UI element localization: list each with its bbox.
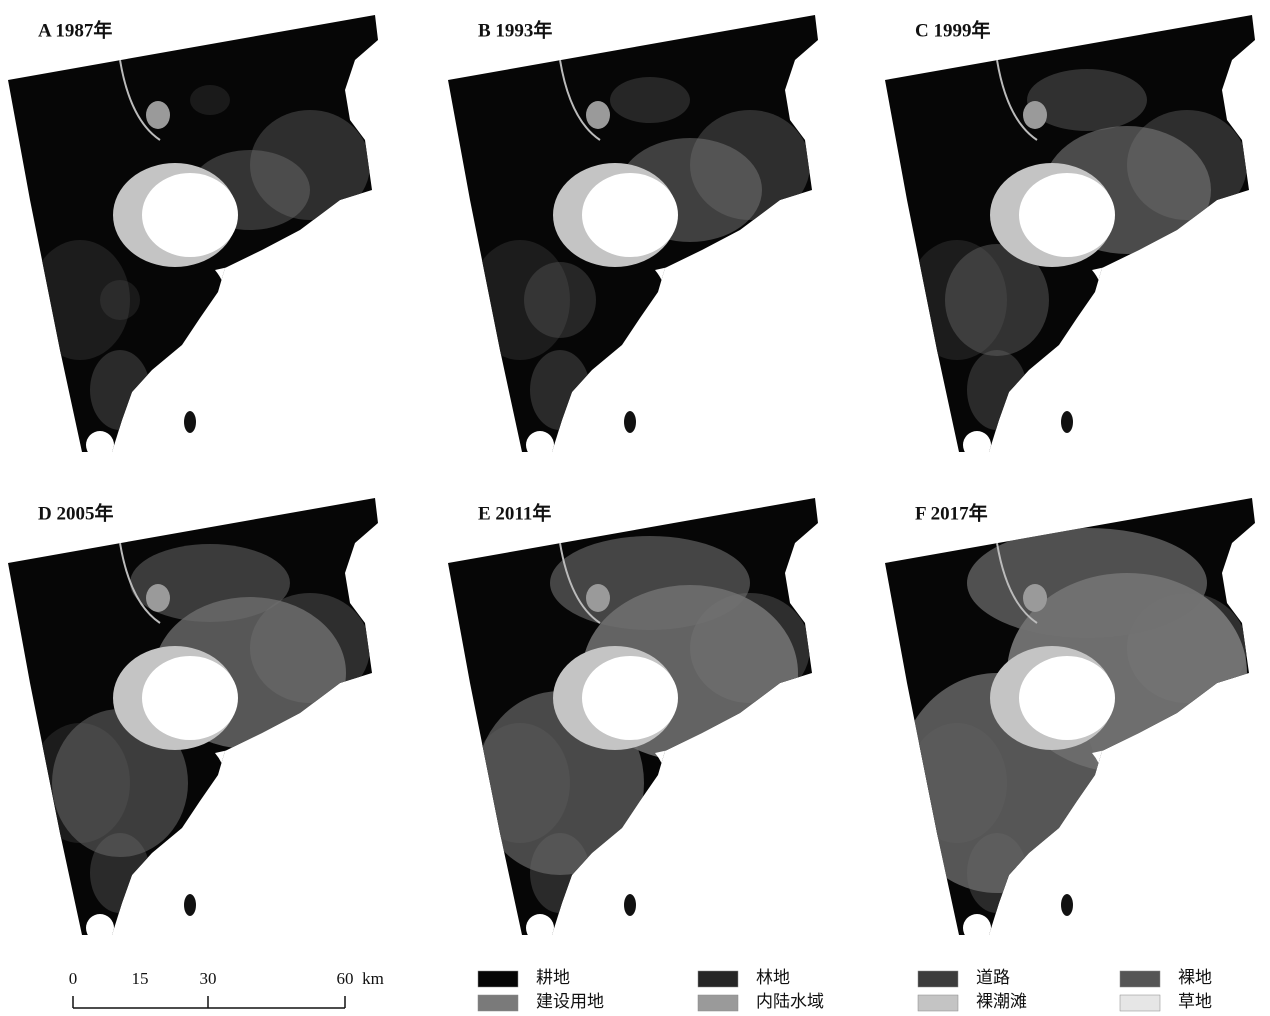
- reservoir: [146, 101, 170, 129]
- map-panel: F 2017年: [885, 498, 1255, 935]
- legend-label: 建设用地: [536, 992, 604, 1011]
- forest: [90, 350, 150, 430]
- lake: [1019, 656, 1115, 740]
- river: [996, 542, 1038, 624]
- river: [119, 59, 161, 141]
- lake: [582, 173, 678, 257]
- legend-label: 草地: [1178, 992, 1212, 1011]
- built-up: [190, 85, 230, 115]
- legend-swatch: [1119, 970, 1161, 988]
- built-up: [550, 536, 750, 630]
- built-up: [100, 280, 140, 320]
- land-cover: [30, 59, 370, 452]
- legend-swatch: [477, 994, 519, 1012]
- built-up: [610, 77, 690, 123]
- panel-title: F 2017年: [915, 501, 988, 524]
- island: [184, 894, 196, 916]
- legend-swatch: [477, 970, 519, 988]
- island: [184, 411, 196, 433]
- river: [996, 59, 1038, 141]
- lake: [582, 656, 678, 740]
- land-cover: [30, 542, 370, 935]
- lake: [142, 173, 238, 257]
- legend-swatch: [917, 970, 959, 988]
- scale-bar: 0 15 30 60 km: [69, 969, 384, 1009]
- scale-unit: km: [362, 969, 384, 988]
- panel-title: C 1999年: [915, 18, 990, 41]
- river: [119, 542, 161, 624]
- bay: [526, 914, 554, 935]
- legend-label: 内陆水域: [756, 992, 824, 1011]
- scale-label: 60: [337, 969, 354, 988]
- panel-title: B 1993年: [478, 18, 552, 41]
- island: [1061, 411, 1073, 433]
- forest: [250, 110, 370, 220]
- bay: [86, 431, 114, 452]
- lake: [142, 656, 238, 740]
- legend-swatch: [697, 970, 739, 988]
- built-up: [130, 544, 290, 622]
- land-cover: [470, 536, 810, 935]
- reservoir: [146, 584, 170, 612]
- reservoir: [1023, 584, 1047, 612]
- legend-label: 道路: [976, 968, 1010, 987]
- map-panel: C 1999年: [885, 15, 1255, 452]
- bay: [86, 914, 114, 935]
- legend-label: 林地: [756, 968, 790, 987]
- river: [559, 542, 601, 624]
- built-up: [1027, 69, 1147, 131]
- built-up: [945, 244, 1049, 356]
- panel-title: A 1987年: [38, 18, 112, 41]
- island: [624, 894, 636, 916]
- reservoir: [1023, 101, 1047, 129]
- scale-label: 30: [200, 969, 217, 988]
- legend-swatch: [697, 994, 739, 1012]
- map-panel: B 1993年: [448, 15, 818, 452]
- island: [1061, 894, 1073, 916]
- forest: [530, 350, 590, 430]
- reservoir: [586, 101, 610, 129]
- bay: [963, 914, 991, 935]
- lake: [1019, 173, 1115, 257]
- legend-label: 耕地: [536, 968, 570, 987]
- forest: [967, 350, 1027, 430]
- built-up: [524, 262, 596, 338]
- island: [624, 411, 636, 433]
- reservoir: [586, 584, 610, 612]
- built-up: [967, 528, 1207, 638]
- bay: [963, 431, 991, 452]
- panel-title: E 2011年: [478, 501, 551, 524]
- panel-title: D 2005年: [38, 501, 113, 524]
- panels: A 1987年 B 1993年 C 1999年 D 2005年 E 2011年 F 201…: [8, 15, 1255, 935]
- legend-label: 裸潮滩: [976, 992, 1027, 1011]
- map-panel: E 2011年: [448, 498, 818, 935]
- map-panel: A 1987年: [8, 15, 378, 452]
- legend-swatch: [1119, 994, 1161, 1012]
- bay: [526, 431, 554, 452]
- legend-swatch: [917, 994, 959, 1012]
- river: [559, 59, 601, 141]
- legend-label: 裸地: [1178, 968, 1212, 987]
- scale-label: 0: [69, 969, 78, 988]
- scale-label: 15: [132, 969, 149, 988]
- land-cover: [907, 59, 1247, 452]
- map-panel: D 2005年: [8, 498, 378, 935]
